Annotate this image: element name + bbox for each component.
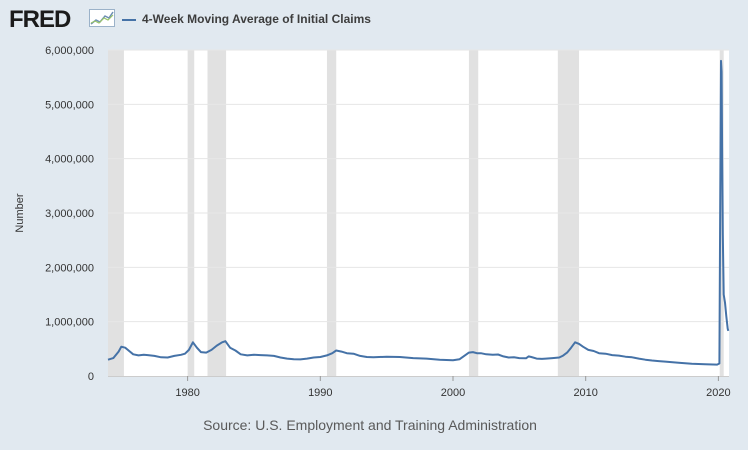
y-tick-label: 6,000,000 <box>45 45 94 57</box>
source-note: Source: U.S. Employment and Training Adm… <box>203 417 537 433</box>
y-tick-label: 5,000,000 <box>45 99 94 111</box>
series-line[interactable] <box>107 59 730 366</box>
gridlines <box>108 49 729 377</box>
y-axis-ticks: 0 1,000,000 2,000,000 3,000,000 4,000,000 5,0… <box>45 45 94 383</box>
fred-logo[interactable]: FRED <box>9 6 71 33</box>
chart: 0 1,000,000 2,000,000 3,000,000 4,000,000 5,0… <box>14 45 731 399</box>
y-tick-label: 3,000,000 <box>45 208 94 220</box>
y-tick-label: 1,000,000 <box>45 317 94 329</box>
x-tick-label: 2010 <box>573 387 597 399</box>
chart-header: FRED 4-Week Moving Average of Initial Cl… <box>0 0 748 40</box>
y-tick-label: 0 <box>88 371 94 383</box>
x-axis-ticks: 1980 1990 2000 2010 2020 <box>175 376 731 399</box>
x-tick-label: 2000 <box>441 387 465 399</box>
x-tick-label: 1980 <box>175 387 199 399</box>
y-axis-title: Number <box>14 193 26 232</box>
y-tick-label: 2,000,000 <box>45 262 94 274</box>
x-tick-label: 2020 <box>706 387 730 399</box>
line-graph-icon <box>89 9 115 27</box>
legend-label: 4-Week Moving Average of Initial Claims <box>142 12 371 26</box>
legend-swatch <box>122 19 136 21</box>
x-tick-label: 1990 <box>308 387 332 399</box>
y-tick-label: 4,000,000 <box>45 154 94 166</box>
